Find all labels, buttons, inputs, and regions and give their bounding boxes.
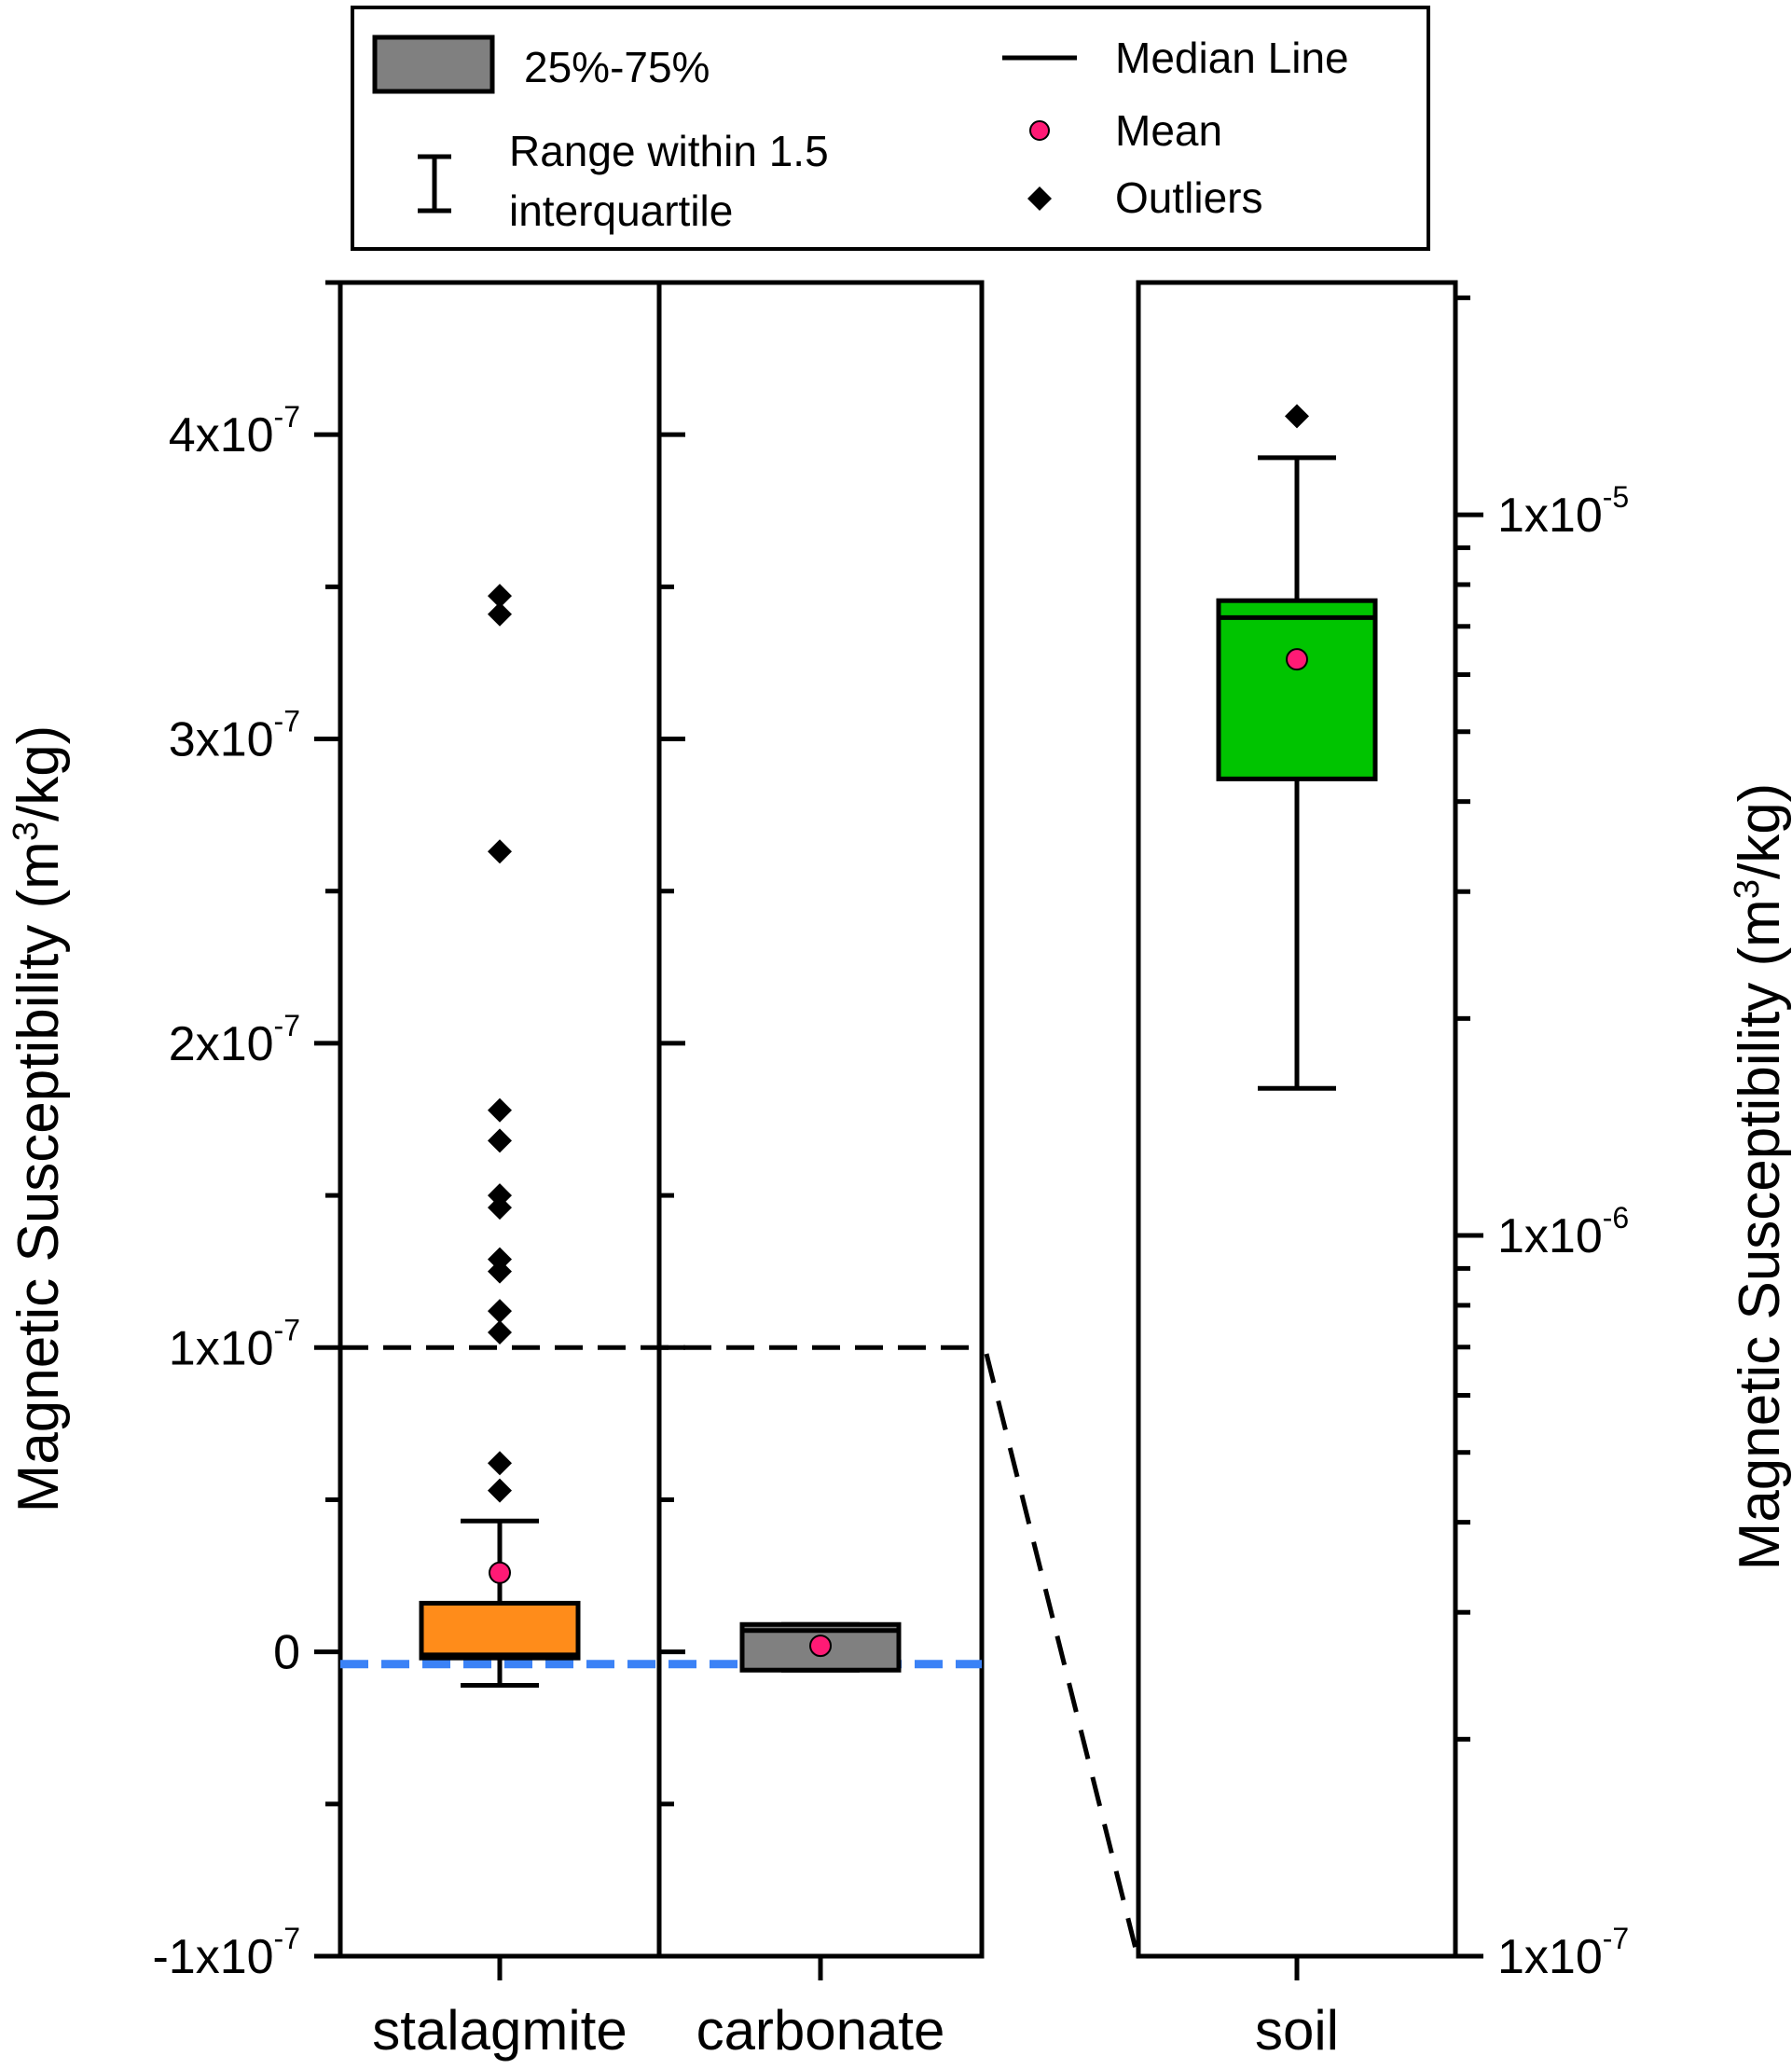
carbonate-panel-frame xyxy=(656,280,985,1959)
stalagmite-outlier-4 xyxy=(488,1128,512,1153)
stalagmite-outlier-6 xyxy=(488,1195,512,1221)
right-y-axis-title-main: Magnetic Susceptibility (m xyxy=(1728,899,1792,1570)
stalagmite-box xyxy=(419,1600,581,1661)
left-tick-label-3: 2x10-7 xyxy=(169,1009,300,1071)
legend-frame xyxy=(351,6,1430,251)
legend-whisker-label-line2: interquartile xyxy=(509,186,733,235)
stalagmite-outlier-3 xyxy=(488,1097,512,1123)
left-tick-label-2-base: 1x10 xyxy=(169,1321,274,1375)
legend: 25%-75% Range within 1.5 interquartile M… xyxy=(351,6,1430,251)
left-y-axis-ticks xyxy=(314,280,685,1959)
stalagmite-outlier-1 xyxy=(488,601,512,627)
right-tick-label-0: 1x10-7 xyxy=(1497,1922,1629,1984)
right-tick-label-2: 1x10-5 xyxy=(1497,480,1629,543)
right-tick-label-2-base: 1x10 xyxy=(1497,489,1603,543)
right-tick-label-1-exponent: -6 xyxy=(1603,1201,1629,1235)
legend-outlier-icon xyxy=(1027,186,1052,211)
legend-box-label: 25%-75% xyxy=(524,43,710,91)
left-tick-label-0-exponent: -7 xyxy=(274,1922,300,1955)
left-tick-label-4: 3x10-7 xyxy=(169,705,300,767)
stalagmite-outlier-11 xyxy=(488,1451,512,1476)
category-labels: stalagmite carbonate soil xyxy=(372,1956,1339,2062)
right-tick-label-1-base: 1x10 xyxy=(1497,1209,1603,1263)
left-tick-label-5-exponent: -7 xyxy=(274,400,300,434)
legend-mean-icon xyxy=(1029,120,1050,141)
carbonate-category-label: carbonate xyxy=(696,1999,945,2062)
left-y-axis-title-tail: /kg) xyxy=(7,725,71,821)
left-tick-label-2: 1x10-7 xyxy=(169,1313,300,1375)
legend-whisker-icon xyxy=(418,154,451,214)
left-tick-label-1-base: 0 xyxy=(273,1626,300,1680)
stalagmite-outlier-7 xyxy=(488,1247,512,1272)
left-tick-label-4-base: 3x10 xyxy=(169,713,274,767)
right-tick-label-2-exponent: -5 xyxy=(1603,480,1629,514)
left-tick-label-3-exponent: -7 xyxy=(274,1009,300,1042)
left-tick-label-0-base: -1x10 xyxy=(152,1930,273,1984)
stalagmite-mean-marker xyxy=(489,1561,511,1584)
right-y-axis-ticks xyxy=(1455,295,1483,1959)
legend-outliers-label: Outliers xyxy=(1115,173,1262,222)
left-tick-label-1: 0 xyxy=(273,1626,300,1680)
soil-category-label: soil xyxy=(1255,1999,1339,2062)
legend-mean-label: Mean xyxy=(1115,106,1222,155)
right-boxes xyxy=(1216,404,1378,1091)
stalagmite-outlier-10 xyxy=(488,1319,512,1345)
right-y-axis-title: Magnetic Susceptibility (m3/kg) xyxy=(1728,783,1792,1571)
stalagmite-outlier-5 xyxy=(488,1183,512,1208)
legend-box-swatch xyxy=(372,34,495,94)
legend-whisker-label-line1: Range within 1.5 xyxy=(509,127,829,175)
soil-box-group xyxy=(1216,404,1378,1091)
carbonate-box-group xyxy=(739,1621,902,1673)
stalagmite-category-label: stalagmite xyxy=(372,1999,627,2062)
right-tick-label-0-exponent: -7 xyxy=(1603,1922,1629,1955)
carbonate-mean-marker xyxy=(809,1635,832,1658)
stalagmite-outlier-0 xyxy=(488,584,512,609)
left-tick-label-4-exponent: -7 xyxy=(274,705,300,738)
left-y-axis-title-main: Magnetic Susceptibility (m xyxy=(7,841,71,1512)
stalagmite-outlier-8 xyxy=(488,1259,512,1284)
left-tick-label-2-exponent: -7 xyxy=(274,1313,300,1346)
right-y-axis-title-tail: /kg) xyxy=(1728,783,1792,879)
legend-median-label: Median Line xyxy=(1115,34,1349,82)
left-tick-label-5: 4x10-7 xyxy=(169,400,300,462)
left-y-axis-title: Magnetic Susceptibility (m3/kg) xyxy=(7,725,71,1513)
left-tick-label-0: -1x10-7 xyxy=(152,1922,300,1984)
left-tick-label-3-base: 2x10 xyxy=(169,1017,274,1071)
soil-outlier-0 xyxy=(1285,404,1309,429)
soil-box xyxy=(1216,598,1378,781)
zoom-connector-line xyxy=(984,1353,1140,1957)
left-tick-label-5-base: 4x10 xyxy=(169,408,274,462)
left-y-axis-title-sup: 3 xyxy=(7,821,46,841)
stalagmite-outlier-12 xyxy=(488,1478,512,1503)
stalagmite-box-group xyxy=(419,584,581,1689)
left-boxes xyxy=(419,584,902,1689)
right-tick-label-0-base: 1x10 xyxy=(1497,1930,1603,1984)
right-tick-label-1: 1x10-6 xyxy=(1497,1201,1629,1263)
stalagmite-outlier-2 xyxy=(488,839,512,864)
soil-mean-marker xyxy=(1286,648,1308,671)
right-y-axis-title-sup: 3 xyxy=(1728,879,1767,899)
stalagmite-outlier-9 xyxy=(488,1299,512,1324)
